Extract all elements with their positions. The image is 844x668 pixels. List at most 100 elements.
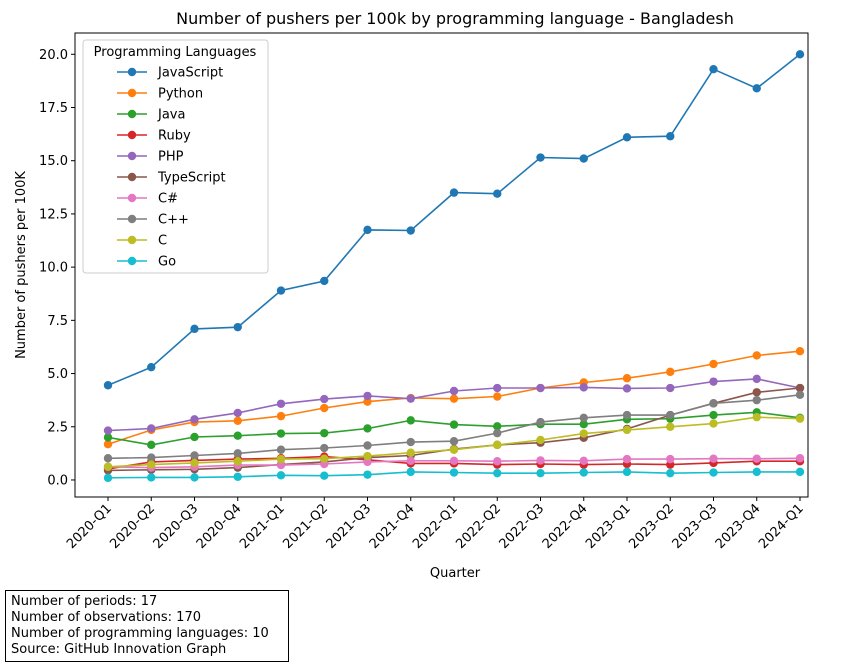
legend-label: C# <box>158 192 178 207</box>
x-tick-label: 2022-Q2 <box>453 501 504 552</box>
data-point-csharp <box>795 454 805 463</box>
legend-item-ruby: Ruby <box>117 129 191 144</box>
data-point-go <box>493 468 502 478</box>
data-point-python <box>320 403 329 413</box>
data-point-php <box>233 408 242 418</box>
legend-item-c: C <box>117 234 167 249</box>
data-point-go <box>709 468 718 477</box>
series-c <box>103 412 805 471</box>
y-tick-label: 5.0 <box>47 367 68 382</box>
data-point-csharp <box>276 460 286 470</box>
legend-marker <box>127 256 137 266</box>
data-point-typescript <box>752 388 761 397</box>
data-point-python <box>622 374 632 383</box>
data-point-javascript <box>666 132 675 141</box>
data-point-php <box>276 399 286 408</box>
data-point-javascript <box>320 276 329 286</box>
legend-item-cpp: C++ <box>117 213 189 228</box>
legend-marker <box>127 130 137 140</box>
data-point-python <box>493 392 502 401</box>
data-point-cpp <box>363 441 372 450</box>
y-tick-label: 2.5 <box>47 420 68 435</box>
y-tick-label: 7.5 <box>47 314 68 329</box>
data-point-php <box>190 415 199 424</box>
legend-frame <box>82 39 269 274</box>
data-point-csharp <box>363 457 372 467</box>
x-tick-label: 2024-Q1 <box>756 501 807 552</box>
data-point-php <box>622 384 632 393</box>
legend-item-javascript: JavaScript <box>117 66 223 81</box>
data-point-javascript <box>103 381 113 390</box>
legend-marker <box>127 88 137 98</box>
data-point-cpp <box>406 437 415 447</box>
observations-note: Number of observations: 170 <box>11 610 201 625</box>
data-point-python <box>276 411 286 421</box>
data-point-java <box>709 410 718 420</box>
data-point-cpp <box>752 395 761 405</box>
summary-box: Number of periods: 17 Number of observat… <box>5 590 289 662</box>
legend-marker <box>127 109 137 119</box>
x-tick-label: 2021-Q1 <box>237 501 288 552</box>
data-point-csharp <box>622 454 632 464</box>
data-point-cpp <box>622 410 632 420</box>
data-point-cpp <box>579 413 588 423</box>
data-point-c <box>752 412 761 422</box>
data-point-php <box>536 383 545 393</box>
data-point-c <box>666 422 675 431</box>
data-point-go <box>622 467 632 477</box>
data-point-javascript <box>276 286 286 295</box>
data-point-c <box>190 458 199 468</box>
y-tick-label: 0.0 <box>47 473 68 488</box>
series-layer <box>103 50 805 483</box>
legend-item-go: Go <box>117 255 176 270</box>
data-point-csharp <box>406 456 415 466</box>
data-point-python <box>709 359 718 369</box>
data-point-java <box>103 433 113 442</box>
data-point-javascript <box>752 84 761 93</box>
x-tick-label: 2021-Q4 <box>367 501 418 552</box>
data-point-php <box>666 383 675 393</box>
x-tick-label: 2023-Q4 <box>713 501 764 552</box>
data-point-javascript <box>406 226 415 235</box>
legend-label: Java <box>157 108 185 123</box>
data-point-java <box>363 424 372 433</box>
legend-item-typescript: TypeScript <box>117 171 226 186</box>
periods-note: Number of periods: 17 <box>11 594 158 609</box>
data-point-csharp <box>579 456 588 466</box>
legend-label: JavaScript <box>157 66 223 81</box>
data-point-cpp <box>449 437 459 446</box>
data-point-c <box>536 435 545 445</box>
data-point-go <box>147 473 156 482</box>
x-axis: 2020-Q12020-Q22020-Q32020-Q42021-Q12021-… <box>64 497 807 552</box>
data-point-php <box>406 394 415 403</box>
series-go <box>103 467 805 483</box>
data-point-php <box>709 377 718 386</box>
legend-item-java: Java <box>117 108 185 123</box>
data-point-python <box>752 351 761 360</box>
data-point-javascript <box>449 188 459 197</box>
x-tick-label: 2020-Q3 <box>151 501 202 552</box>
x-tick-label: 2022-Q1 <box>410 501 461 552</box>
y-axis-label: Number of pushers per 100K <box>14 171 29 359</box>
data-point-go <box>406 467 415 477</box>
data-point-php <box>320 394 329 404</box>
data-point-php <box>103 426 113 435</box>
data-point-typescript <box>795 383 805 393</box>
data-point-c <box>363 451 372 461</box>
series-python <box>103 347 805 449</box>
data-point-javascript <box>233 322 242 332</box>
data-point-go <box>579 468 588 477</box>
x-tick-label: 2023-Q1 <box>583 501 634 552</box>
data-point-javascript <box>622 133 632 142</box>
data-point-cpp <box>320 443 329 453</box>
legend-label: Python <box>158 87 203 102</box>
series-php <box>103 374 805 435</box>
data-point-c <box>320 454 329 463</box>
legend-label: C++ <box>158 213 189 228</box>
data-point-go <box>363 470 372 479</box>
data-point-php <box>579 383 588 392</box>
data-point-cpp <box>709 399 718 408</box>
data-point-cpp <box>147 453 156 462</box>
legend-label: PHP <box>158 150 184 165</box>
data-point-c <box>147 460 156 469</box>
